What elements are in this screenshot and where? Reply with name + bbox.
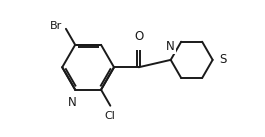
Text: O: O — [134, 30, 143, 43]
Text: N: N — [68, 96, 77, 109]
Text: N: N — [166, 40, 175, 53]
Text: Br: Br — [50, 21, 62, 31]
Text: S: S — [219, 53, 227, 66]
Text: Cl: Cl — [105, 111, 116, 121]
